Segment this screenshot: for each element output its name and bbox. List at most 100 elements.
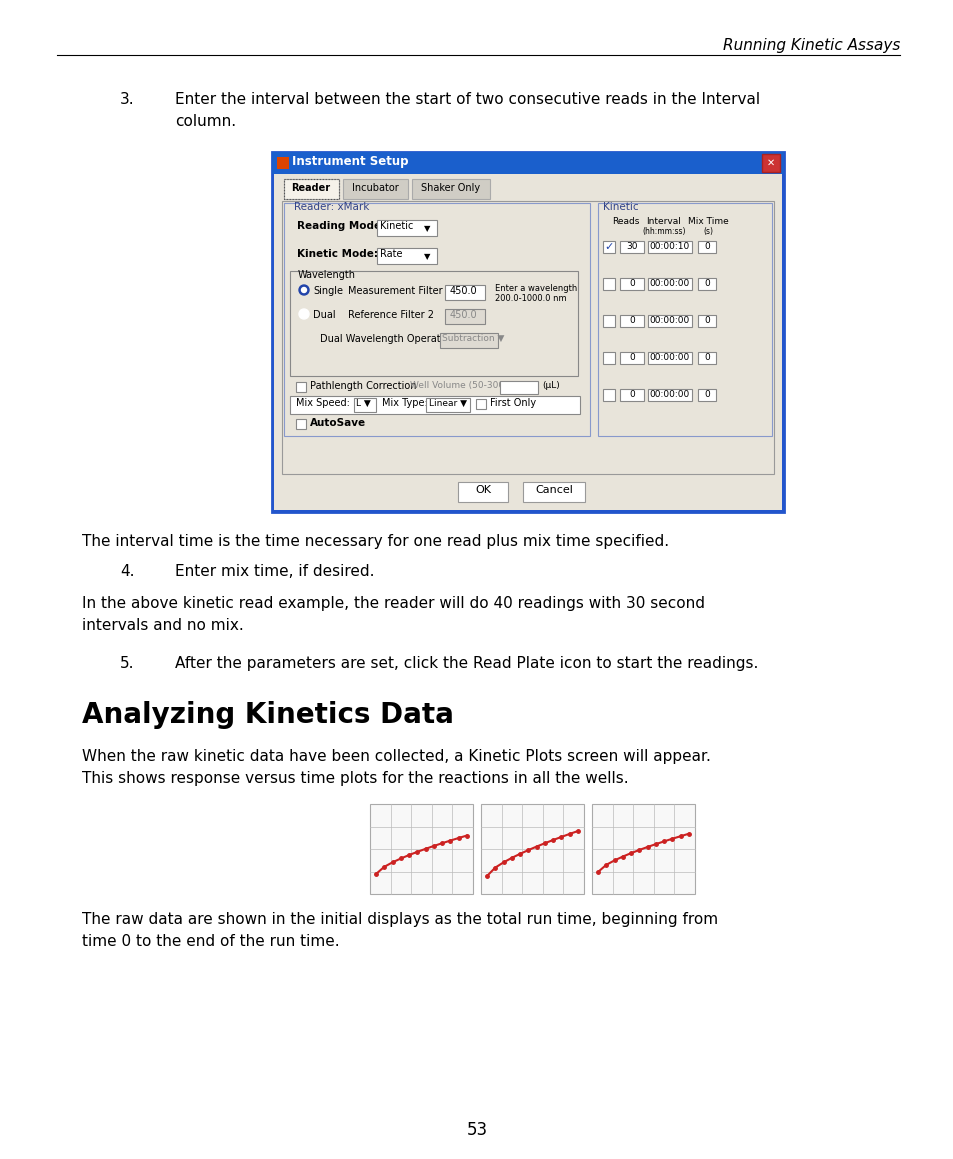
Text: L ▼: L ▼: [355, 399, 371, 408]
Text: Shaker Only: Shaker Only: [421, 183, 480, 194]
Text: Reading Mode:: Reading Mode:: [296, 221, 385, 231]
Text: 30: 30: [625, 242, 637, 252]
Circle shape: [301, 287, 306, 292]
Text: Well Volume (50-300): Well Volume (50-300): [410, 381, 507, 389]
Text: Enter mix time, if desired.: Enter mix time, if desired.: [174, 564, 375, 580]
Bar: [376, 220, 436, 236]
Text: Reader: xMark: Reader: xMark: [294, 202, 369, 212]
Bar: [276, 156, 289, 169]
Bar: [274, 174, 781, 510]
Bar: [598, 203, 771, 436]
Text: ✕: ✕: [766, 158, 774, 168]
Text: Dual Wavelength Operation: Dual Wavelength Operation: [319, 334, 455, 344]
Bar: [282, 201, 773, 474]
Text: intervals and no mix.: intervals and no mix.: [82, 618, 244, 633]
Text: 0: 0: [703, 279, 709, 287]
Text: Running Kinetic Assays: Running Kinetic Assays: [721, 38, 899, 53]
Circle shape: [298, 285, 309, 296]
Bar: [602, 352, 615, 364]
Text: Subtraction ▼: Subtraction ▼: [441, 334, 504, 343]
Bar: [476, 399, 485, 409]
Bar: [647, 278, 691, 290]
Text: 0: 0: [628, 316, 634, 325]
Bar: [619, 352, 643, 364]
Text: Single: Single: [313, 286, 343, 296]
Text: Kinetic: Kinetic: [602, 202, 638, 212]
Text: 3.: 3.: [120, 92, 134, 107]
Bar: [370, 804, 473, 894]
Text: In the above kinetic read example, the reader will do 40 readings with 30 second: In the above kinetic read example, the r…: [82, 596, 704, 611]
Text: Rate: Rate: [379, 249, 402, 258]
Text: 0: 0: [703, 242, 709, 252]
Bar: [698, 352, 715, 364]
Bar: [444, 309, 484, 325]
Text: 200.0-1000.0 nm: 200.0-1000.0 nm: [495, 294, 566, 302]
Bar: [412, 178, 490, 199]
Text: 00:00:00: 00:00:00: [649, 389, 689, 399]
Bar: [290, 396, 579, 414]
Text: Mix Time: Mix Time: [687, 217, 727, 226]
Bar: [647, 315, 691, 327]
Text: Mix Type:: Mix Type:: [381, 398, 427, 408]
Text: 0: 0: [628, 279, 634, 287]
Text: 0: 0: [703, 389, 709, 399]
Bar: [284, 178, 338, 199]
Bar: [647, 241, 691, 253]
Text: Enter the interval between the start of two consecutive reads in the Interval: Enter the interval between the start of …: [174, 92, 760, 107]
Text: 0: 0: [703, 316, 709, 325]
Bar: [272, 152, 783, 174]
Bar: [343, 178, 408, 199]
Bar: [602, 241, 615, 253]
Text: 00:00:00: 00:00:00: [649, 353, 689, 362]
Text: The interval time is the time necessary for one read plus mix time specified.: The interval time is the time necessary …: [82, 534, 668, 549]
Text: 5.: 5.: [120, 656, 134, 671]
Bar: [592, 804, 695, 894]
Bar: [426, 398, 470, 411]
Text: Kinetic Mode:: Kinetic Mode:: [296, 249, 377, 258]
Text: 53: 53: [466, 1121, 487, 1139]
Bar: [439, 333, 497, 348]
Bar: [499, 381, 537, 394]
Text: This shows response versus time plots for the reactions in all the wells.: This shows response versus time plots fo…: [82, 771, 628, 786]
Text: Enter a wavelength: Enter a wavelength: [495, 284, 577, 293]
Text: ✓: ✓: [603, 242, 613, 252]
Bar: [698, 278, 715, 290]
Bar: [284, 203, 589, 436]
Text: Linear ▼: Linear ▼: [429, 399, 467, 408]
Text: After the parameters are set, click the Read Plate icon to start the readings.: After the parameters are set, click the …: [174, 656, 758, 671]
Text: Pathlength Correction: Pathlength Correction: [310, 381, 416, 391]
Text: time 0 to the end of the run time.: time 0 to the end of the run time.: [82, 934, 339, 949]
Text: Reader: Reader: [291, 183, 331, 194]
Bar: [647, 389, 691, 401]
Text: AutoSave: AutoSave: [310, 418, 366, 428]
Text: (μL): (μL): [541, 381, 559, 389]
Bar: [698, 241, 715, 253]
Bar: [522, 482, 584, 502]
Bar: [619, 241, 643, 253]
Bar: [376, 248, 436, 264]
Bar: [698, 315, 715, 327]
Bar: [619, 389, 643, 401]
Text: 0: 0: [703, 353, 709, 362]
Bar: [619, 278, 643, 290]
Bar: [457, 482, 507, 502]
Bar: [284, 178, 338, 199]
Bar: [354, 398, 375, 411]
Text: (s): (s): [702, 227, 712, 236]
Text: 450.0: 450.0: [450, 309, 477, 320]
Bar: [295, 382, 306, 392]
Text: 0: 0: [628, 353, 634, 362]
Text: 00:00:00: 00:00:00: [649, 316, 689, 325]
Text: Mix Speed:: Mix Speed:: [295, 398, 350, 408]
Text: Cancel: Cancel: [535, 484, 573, 495]
Bar: [274, 174, 781, 510]
Bar: [290, 271, 578, 376]
Text: 450.0: 450.0: [450, 286, 477, 296]
Text: Wavelength: Wavelength: [297, 270, 355, 280]
Text: Interval: Interval: [646, 217, 680, 226]
Text: Dual: Dual: [313, 309, 335, 320]
Circle shape: [298, 309, 309, 319]
Text: First Only: First Only: [490, 398, 536, 408]
Text: 00:00:10: 00:00:10: [649, 242, 689, 252]
Bar: [295, 420, 306, 429]
